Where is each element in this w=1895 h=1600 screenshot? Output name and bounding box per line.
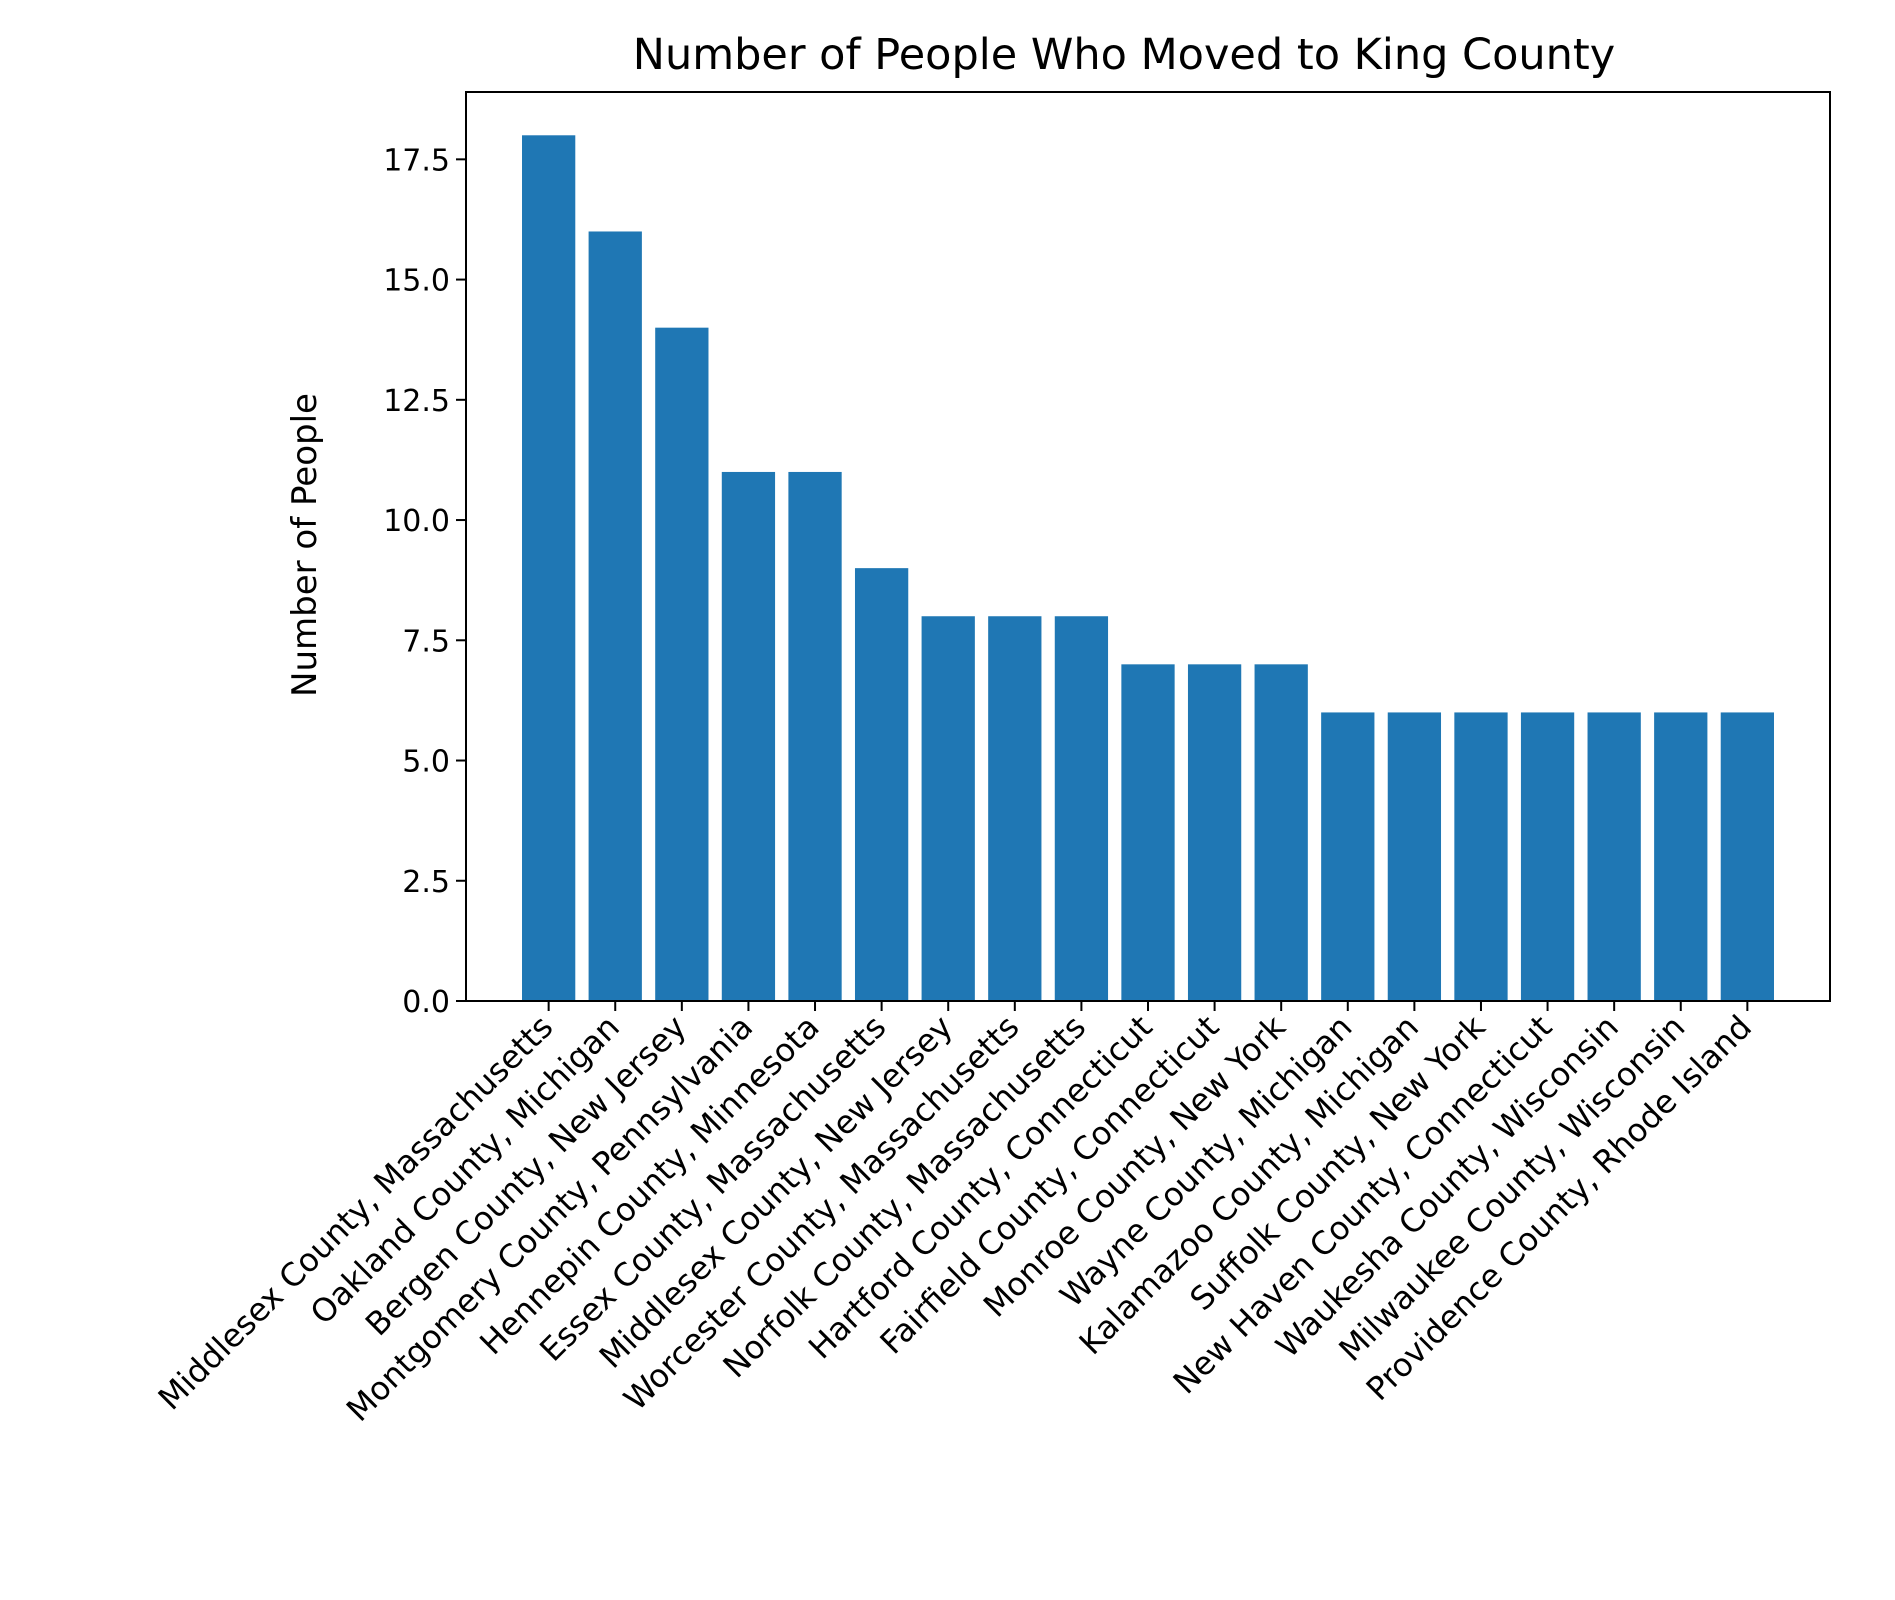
bar [1387, 712, 1442, 1001]
bar [588, 231, 642, 1002]
y-tick-label: 7.5 [402, 624, 450, 659]
y-axis-ticks: 0.0 2.5 5.0 7.5 10.0 12.5 15.0 17.5 [383, 143, 466, 1020]
bar [522, 135, 576, 1002]
bar [1520, 712, 1575, 1001]
y-axis-label: Number of People [285, 393, 325, 697]
y-tick-label: 5.0 [402, 745, 450, 780]
bar [1720, 712, 1774, 1001]
bar [1187, 664, 1242, 1001]
bar [655, 327, 709, 1001]
y-tick-label: 0.0 [402, 985, 450, 1020]
bar [1121, 664, 1175, 1001]
plot-frame [465, 91, 1831, 1002]
bar [1321, 712, 1375, 1001]
bar [1454, 712, 1508, 1001]
bar [988, 616, 1042, 1001]
y-tick-label: 12.5 [383, 384, 450, 419]
bar [1054, 616, 1109, 1001]
bar [788, 471, 842, 1001]
chart-title: Number of People Who Moved to King Count… [633, 30, 1615, 80]
bar [854, 568, 909, 1001]
bar [1254, 664, 1308, 1001]
bars-group [522, 135, 1774, 1002]
bar [1587, 712, 1641, 1001]
bar [721, 471, 776, 1001]
y-tick-label: 10.0 [383, 504, 450, 539]
y-tick-label: 15.0 [383, 264, 450, 299]
y-tick-label: 17.5 [383, 143, 450, 178]
bar [1654, 712, 1708, 1001]
y-tick-label: 2.5 [402, 865, 450, 900]
bar [921, 616, 975, 1001]
